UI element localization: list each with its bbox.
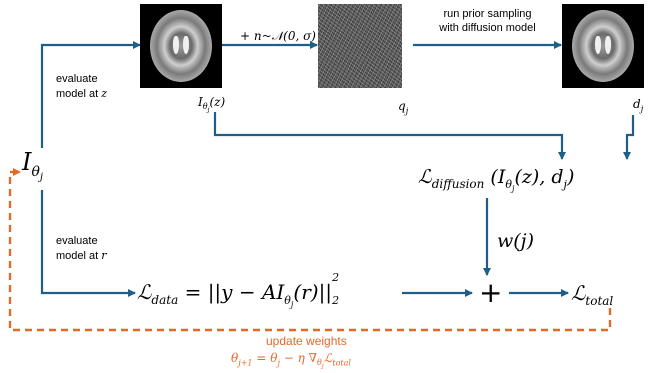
input-image-label: Iθj(z) [198,95,226,114]
prior-sampling-label-1: run prior sampling [443,8,532,20]
noisy-image-label: qj [398,99,409,116]
evaluate-r-label-2: model at r [56,249,107,262]
evaluate-z-label-2: model at z [56,87,108,100]
total-loss-node: ℒtotal [571,281,614,308]
data-loss-node: ℒdata = ||y − AIθj(r)|| 2 2 [137,271,340,310]
evaluate-r-label-1: evaluate [56,235,98,247]
weight-label: w(j) [497,230,534,252]
update-weights-formula: θj+1 = θj − η ∇θjℒtotal [231,351,351,370]
evaluate-z-label-1: evaluate [56,73,98,85]
noise-step-label: + n~𝒩(0, σ) [240,29,316,43]
arrow-sampled-to-diffusion [623,115,635,160]
diffusion-loss-node: ℒdiffusion (Iθj(z), dj) [418,166,575,193]
model-node: Iθj [22,148,44,183]
sampled-brain-image [562,4,644,88]
arrow-model-to-data [40,190,136,297]
arrow-input-to-diffusion [213,112,566,160]
prior-sampling-label-2: with diffusion model [439,22,536,34]
sum-operator: + [479,276,503,309]
noisy-image [318,4,402,88]
input-brain-image [140,4,222,88]
arrow-update-feedback [8,168,612,332]
arrow-model-to-input [40,41,141,148]
update-weights-title: update weights [266,334,347,348]
sampled-image-label: dj [633,97,644,114]
